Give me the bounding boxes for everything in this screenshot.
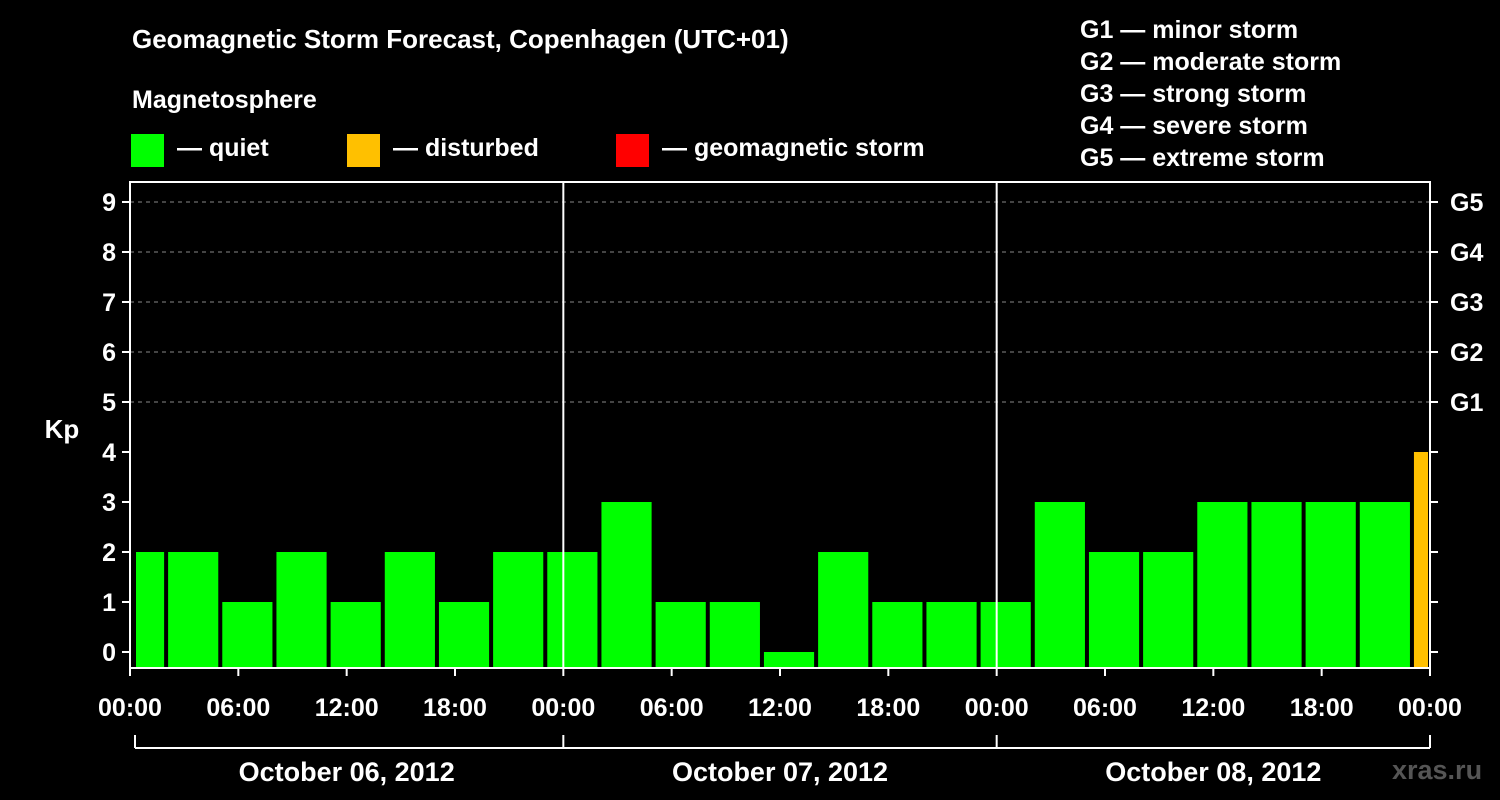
g-tick-label: G3	[1450, 289, 1483, 317]
day-label: October 06, 2012	[239, 757, 455, 787]
kp-bar	[276, 552, 327, 668]
kp-bar	[493, 552, 544, 668]
legend-swatch-storm	[616, 134, 649, 167]
y-tick-label: 3	[102, 489, 116, 517]
x-tick-label: 12:00	[1181, 694, 1245, 722]
legend-heading: Magnetosphere	[132, 86, 317, 114]
kp-bar	[1359, 502, 1410, 668]
kp-bar	[330, 602, 381, 668]
kp-bar	[136, 552, 165, 668]
kp-bar	[872, 602, 923, 668]
kp-bar	[1305, 502, 1356, 668]
y-tick-label: 5	[102, 389, 116, 417]
y-tick-label: 1	[102, 589, 116, 617]
kp-bar	[168, 552, 219, 668]
g-tick-label: G1	[1450, 389, 1483, 417]
kp-bar	[655, 602, 706, 668]
y-axis-label: Kp	[45, 414, 80, 444]
x-tick-label: 06:00	[1073, 694, 1137, 722]
legend-label-storm: — geomagnetic storm	[662, 134, 925, 162]
y-tick-label: 6	[102, 339, 116, 367]
x-tick-label: 06:00	[206, 694, 270, 722]
kp-bar	[384, 552, 435, 668]
x-tick-label: 06:00	[640, 694, 704, 722]
kp-bar	[438, 602, 490, 668]
kp-bar	[980, 602, 1031, 668]
x-tick-label: 00:00	[1398, 694, 1462, 722]
y-tick-label: 8	[102, 239, 116, 267]
y-tick-label: 7	[102, 289, 116, 317]
legend-swatch-quiet	[131, 134, 164, 167]
kp-bar	[1413, 452, 1428, 668]
x-tick-label: 12:00	[748, 694, 812, 722]
x-tick-label: 18:00	[1290, 694, 1354, 722]
g-scale-legend: G1 — minor storm G2 — moderate storm G3 …	[1080, 14, 1341, 174]
day-label: October 08, 2012	[1105, 757, 1321, 787]
x-tick-label: 00:00	[531, 694, 595, 722]
y-tick-label: 2	[102, 539, 116, 567]
g-scale-g5: G5 — extreme storm	[1080, 144, 1325, 172]
y-tick-label: 0	[102, 639, 116, 667]
kp-bar	[222, 602, 273, 668]
kp-bar	[818, 552, 869, 668]
g-scale-g2: G2 — moderate storm	[1080, 48, 1342, 76]
kp-bar	[709, 602, 760, 668]
kp-bar	[1143, 552, 1194, 668]
g-tick-label: G2	[1450, 339, 1483, 367]
kp-bar	[1251, 502, 1302, 668]
legend-swatch-disturbed	[347, 134, 380, 167]
legend-label-quiet: — quiet	[177, 134, 269, 162]
x-tick-label: 18:00	[856, 694, 920, 722]
g-scale-g1: G1 — minor storm	[1080, 16, 1299, 44]
legend-label-disturbed: — disturbed	[393, 134, 539, 162]
kp-bar	[547, 552, 598, 668]
y-tick-label: 9	[102, 189, 116, 217]
x-tick-label: 18:00	[423, 694, 487, 722]
kp-bar	[763, 652, 815, 668]
g-scale-g4: G4 — severe storm	[1080, 112, 1308, 140]
x-tick-label: 12:00	[315, 694, 379, 722]
kp-bar	[926, 602, 977, 668]
day-label: October 07, 2012	[672, 757, 888, 787]
kp-bar	[1034, 502, 1085, 668]
kp-bar	[1088, 552, 1140, 668]
g-scale-g3: G3 — strong storm	[1080, 80, 1307, 108]
x-tick-label: 00:00	[965, 694, 1029, 722]
kp-bar	[1197, 502, 1248, 668]
chart-title: Geomagnetic Storm Forecast, Copenhagen (…	[132, 24, 789, 54]
watermark: xras.ru	[1392, 755, 1483, 785]
kp-bar	[601, 502, 652, 668]
g-tick-label: G4	[1450, 239, 1483, 267]
x-tick-label: 00:00	[98, 694, 162, 722]
g-tick-label: G5	[1450, 189, 1483, 217]
y-tick-label: 4	[102, 439, 116, 467]
